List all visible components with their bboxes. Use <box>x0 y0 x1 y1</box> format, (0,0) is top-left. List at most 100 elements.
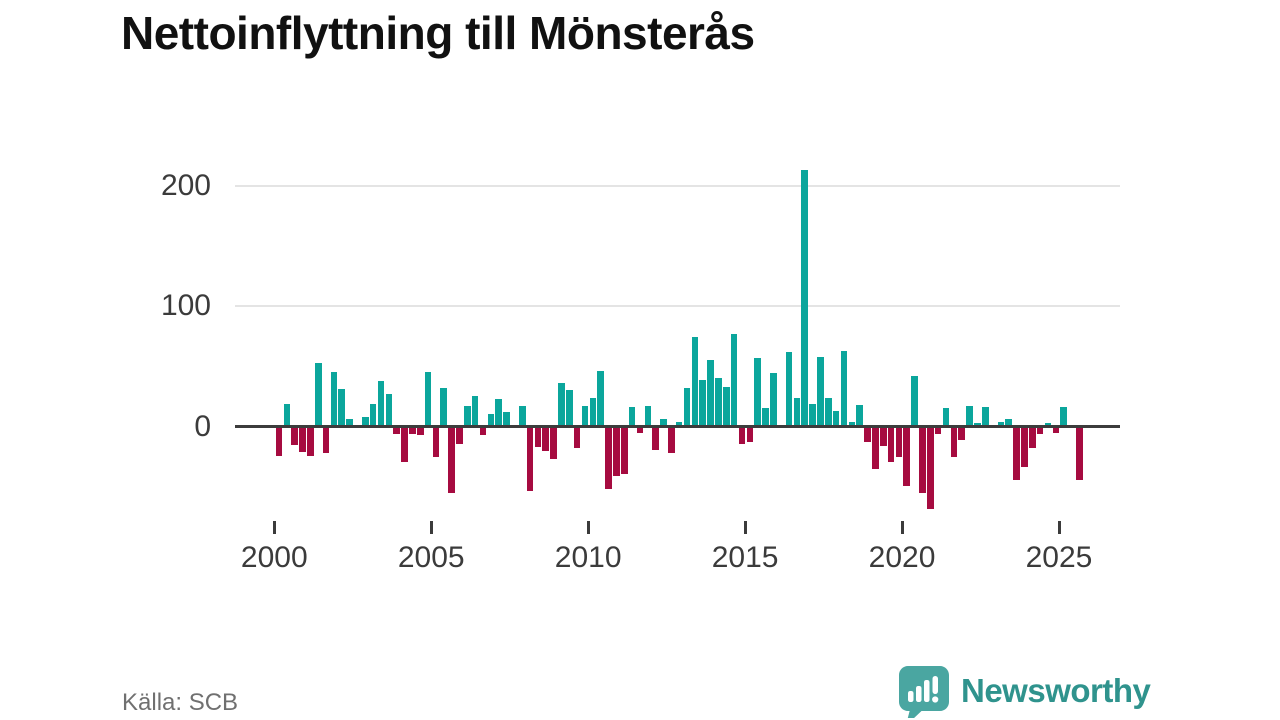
x-axis-label-2000: 2000 <box>240 541 308 574</box>
bar-2000-q40 <box>589 397 597 427</box>
bar-2000-q32 <box>526 428 534 491</box>
bar-2000-q94 <box>1013 428 1020 480</box>
bar-2000-q28 <box>495 398 502 427</box>
newsworthy-logo: Newsworthy <box>898 664 1151 718</box>
bar-2000-q89 <box>974 422 981 427</box>
bar-2000-q46 <box>636 428 644 433</box>
bar-2000-q44 <box>620 428 628 474</box>
bar-2000-q45 <box>628 407 636 427</box>
bar-2000-q70 <box>824 397 832 427</box>
bar-2000-q18 <box>416 428 424 436</box>
bar-2000-q8 <box>338 389 346 427</box>
bar-2000-q51 <box>675 421 683 427</box>
bar-2000-q15 <box>393 428 400 435</box>
bar-2000-q77 <box>879 428 887 447</box>
bar-2000-q67 <box>801 169 809 427</box>
x-axis-label-2015: 2015 <box>711 541 779 574</box>
bar-2000-q50 <box>668 428 675 454</box>
bar-2000-q1 <box>283 403 291 427</box>
bar-2000-q0 <box>275 428 283 456</box>
bar-2000-q13 <box>377 380 385 427</box>
x-axis-label-2005: 2005 <box>397 541 465 574</box>
x-axis-label-2025: 2025 <box>1025 541 1093 574</box>
bar-2000-q79 <box>895 428 903 457</box>
bar-2000-q82 <box>919 428 926 494</box>
bar-2000-q68 <box>809 403 816 427</box>
x-axis-tick-2005 <box>429 521 433 534</box>
bar-2000-q69 <box>817 356 824 427</box>
bar-2000-q80 <box>903 428 911 486</box>
bar-2000-q81 <box>911 375 918 427</box>
bar-2000-q14 <box>385 393 393 427</box>
bar-2000-q36 <box>558 383 565 427</box>
bar-2000-q55 <box>707 360 714 427</box>
bar-2000-q35 <box>550 428 557 460</box>
bar-2000-q75 <box>864 428 871 443</box>
bar-2000-q60 <box>746 428 754 443</box>
bar-2000-q39 <box>581 406 589 427</box>
bar-2000-q86 <box>950 428 958 457</box>
bar-2000-q85 <box>942 408 950 427</box>
bar-2000-q16 <box>401 428 408 462</box>
gridline-100 <box>235 305 1120 307</box>
newsworthy-logo-text: Newsworthy <box>961 672 1151 709</box>
x-axis-label-2020: 2020 <box>868 541 936 574</box>
bar-2000-q97 <box>1036 428 1044 435</box>
bar-2000-q43 <box>613 428 620 477</box>
bar-2000-q76 <box>872 428 879 469</box>
bar-2000-q26 <box>479 428 487 436</box>
bar-2000-q66 <box>793 397 801 427</box>
bar-2000-q92 <box>997 421 1005 427</box>
bar-2000-q93 <box>1005 419 1013 427</box>
bar-2000-q56 <box>715 378 722 427</box>
bar-2000-q65 <box>785 351 793 427</box>
bar-2000-q48 <box>652 428 659 450</box>
bar-2000-q90 <box>981 407 989 427</box>
bar-2000-q29 <box>503 412 510 427</box>
bar-2000-q33 <box>534 428 542 448</box>
bar-2000-q12 <box>369 403 377 427</box>
bar-2000-q78 <box>887 428 895 462</box>
source-caption: Källa: SCB <box>122 689 239 716</box>
y-axis-label-100: 100 <box>160 289 211 322</box>
bar-2000-q23 <box>456 428 463 444</box>
bar-2000-q41 <box>597 371 605 427</box>
bar-2000-q100 <box>1060 407 1067 427</box>
x-axis-tick-2010 <box>586 521 590 534</box>
bar-2000-q95 <box>1021 428 1028 467</box>
bar-2000-q84 <box>934 428 942 435</box>
bar-2000-q54 <box>699 379 707 427</box>
bar-2000-q49 <box>660 419 667 427</box>
bar-2000-q83 <box>927 428 934 509</box>
bar-2000-q102 <box>1076 428 1083 480</box>
bar-2000-q24 <box>464 406 471 427</box>
bar-2000-q6 <box>322 428 330 454</box>
bar-2000-q34 <box>542 428 550 451</box>
x-axis-tick-2025 <box>1057 521 1061 534</box>
bar-2000-q88 <box>966 406 973 427</box>
bar-2000-q71 <box>832 410 840 427</box>
bar-2000-q27 <box>487 414 495 427</box>
bar-2000-q42 <box>605 428 612 490</box>
bar-2000-q20 <box>432 428 440 457</box>
chart-title: Nettoinflyttning till Mönsterås <box>121 7 755 59</box>
x-axis-zero-line <box>235 425 1120 428</box>
bar-2000-q72 <box>840 350 848 427</box>
bar-2000-q5 <box>314 362 322 427</box>
bar-2000-q57 <box>722 386 730 427</box>
bar-2000-q37 <box>566 390 573 427</box>
bar-2000-q9 <box>346 419 353 427</box>
bar-2000-q99 <box>1052 428 1060 433</box>
bar-2000-q25 <box>471 396 479 427</box>
y-axis-label-0: 0 <box>194 409 211 443</box>
bar-2000-q96 <box>1029 428 1036 449</box>
bar-2000-q47 <box>644 406 652 427</box>
bar-2000-q38 <box>573 428 581 449</box>
bar-2000-q4 <box>307 428 314 456</box>
bar-2000-q62 <box>762 408 769 427</box>
bar-2000-q73 <box>848 421 856 427</box>
bar-2000-q19 <box>424 372 432 427</box>
bar-2000-q7 <box>330 372 338 427</box>
bar-2000-q53 <box>691 337 699 427</box>
